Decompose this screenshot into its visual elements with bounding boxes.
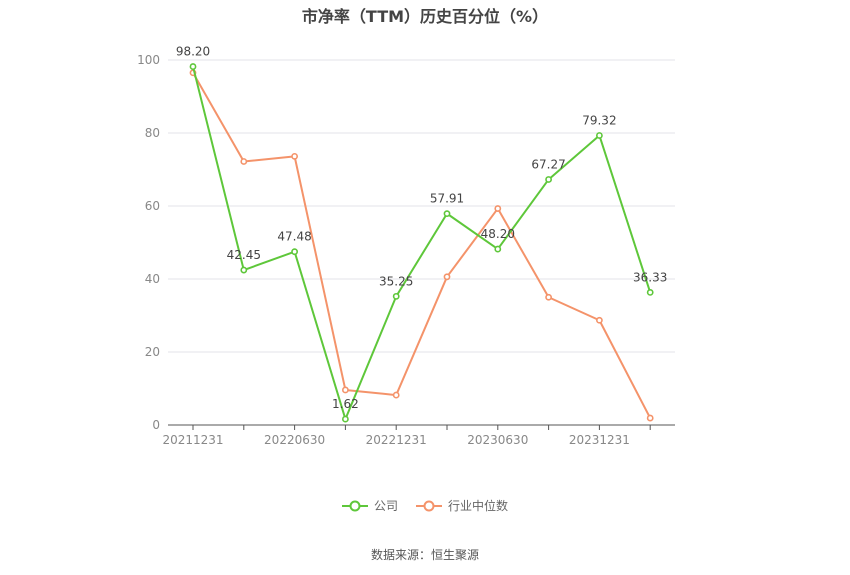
data-label-company: 35.25 (379, 274, 413, 288)
legend-item-industry-median[interactable]: 行业中位数 (416, 497, 508, 514)
data-label-company: 1.62 (332, 397, 359, 411)
data-label-company: 48.20 (481, 227, 515, 241)
data-point-company[interactable] (341, 415, 349, 423)
series-line-company (192, 66, 652, 421)
legend-company-marker-icon (341, 500, 368, 511)
x-tick-label: 20221231 (366, 433, 427, 447)
data-point-company[interactable] (291, 248, 298, 256)
data-label-company: 47.48 (277, 230, 311, 244)
chart-title: 市净率（TTM）历史百分位（%） (301, 7, 549, 26)
legend-industry-marker-icon (416, 500, 442, 511)
data-point-industry-median[interactable] (596, 316, 603, 324)
axes: 0 20 40 60 80 100 20211231 20220630 20221231 2023… (137, 53, 675, 447)
legend-industry-label: 行业中位数 (448, 499, 509, 513)
data-labels: 98.20 42.45 47.48 1.62 35.25 57.91 48.20 67.27 7… (176, 45, 668, 412)
data-label-company: 67.27 (531, 157, 565, 171)
legend-item-company[interactable]: 公司 (341, 497, 398, 514)
data-point-industry-median[interactable] (443, 273, 451, 281)
data-point-company[interactable] (646, 288, 654, 296)
x-tick-label: 20211231 (162, 433, 223, 447)
data-point-company[interactable] (494, 245, 502, 253)
data-label-company: 79.32 (582, 113, 616, 127)
data-point-industry-median[interactable] (392, 391, 400, 399)
data-point-company[interactable] (392, 292, 400, 300)
legend: 公司 行业中位数 (0, 497, 850, 514)
data-source-note: 数据来源：恒生聚源 (370, 548, 479, 562)
data-point-company[interactable] (596, 132, 603, 139)
series-line-industry-median (192, 72, 652, 419)
data-point-company[interactable] (443, 210, 451, 218)
data-point-industry-median[interactable] (545, 293, 552, 301)
x-tick-label: 20220630 (264, 433, 325, 447)
data-point-company[interactable] (189, 63, 197, 70)
y-tick-label: 0 (152, 418, 160, 432)
x-tick-label: 20231231 (569, 433, 630, 447)
data-label-company: 98.20 (176, 45, 210, 59)
y-tick-label: 60 (145, 199, 160, 213)
y-tick-label: 80 (145, 126, 160, 140)
data-point-industry-median[interactable] (494, 205, 502, 212)
x-tick-label: 20230630 (467, 433, 528, 447)
series-lines (189, 63, 654, 423)
legend-company-label: 公司 (373, 499, 398, 513)
data-point-industry-median[interactable] (341, 386, 349, 394)
data-label-company: 42.45 (227, 248, 261, 262)
data-point-company[interactable] (545, 176, 552, 183)
data-point-industry-median[interactable] (291, 152, 298, 160)
grid-lines (168, 59, 675, 353)
data-label-company: 57.91 (430, 192, 464, 206)
data-point-industry-median[interactable] (240, 158, 248, 165)
y-tick-label: 100 (137, 53, 160, 67)
y-tick-label: 20 (145, 345, 160, 359)
y-tick-label: 40 (145, 272, 160, 286)
data-label-company: 36.33 (633, 270, 667, 284)
data-point-company[interactable] (240, 266, 248, 274)
data-point-industry-median[interactable] (646, 414, 654, 422)
